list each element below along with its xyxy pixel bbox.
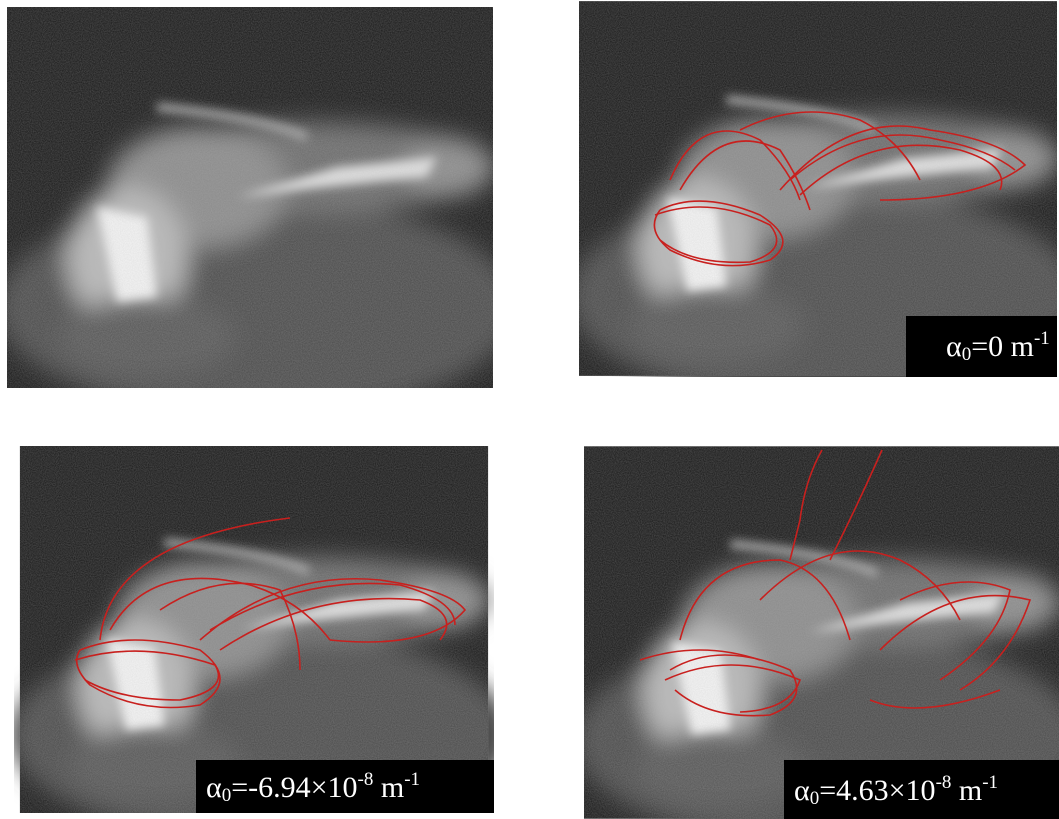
label-sub: 0 bbox=[810, 788, 820, 809]
label-text: m bbox=[373, 771, 404, 804]
label-sup: -8 bbox=[358, 769, 374, 790]
label-sup: -8 bbox=[936, 772, 952, 793]
figure: α0=0 m-1 α0=-6.94×10-8 m-1 α0=4.63×10-8 … bbox=[0, 0, 1059, 819]
label-sup: -1 bbox=[404, 769, 420, 790]
label-sup: -1 bbox=[982, 772, 998, 793]
label-text: =4.63×10 bbox=[819, 774, 935, 807]
label-sub: 0 bbox=[222, 785, 232, 806]
panel-label: α0=4.63×10-8 m-1 bbox=[794, 772, 998, 809]
panel-image bbox=[0, 7, 517, 417]
panel-label: α0=-6.94×10-8 m-1 bbox=[206, 769, 420, 806]
label-text: m bbox=[951, 774, 982, 807]
label-text: =0 m bbox=[971, 330, 1034, 363]
label-text: α bbox=[794, 774, 810, 807]
label-sup: -1 bbox=[1034, 328, 1050, 349]
label-sub: 0 bbox=[962, 344, 972, 365]
label-text: α bbox=[206, 771, 222, 804]
label-text: =-6.94×10 bbox=[231, 771, 357, 804]
label-text: α bbox=[946, 330, 962, 363]
